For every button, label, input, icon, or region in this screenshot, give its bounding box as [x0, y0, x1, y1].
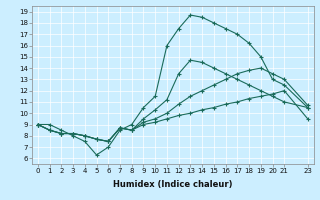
X-axis label: Humidex (Indice chaleur): Humidex (Indice chaleur) [113, 180, 233, 189]
